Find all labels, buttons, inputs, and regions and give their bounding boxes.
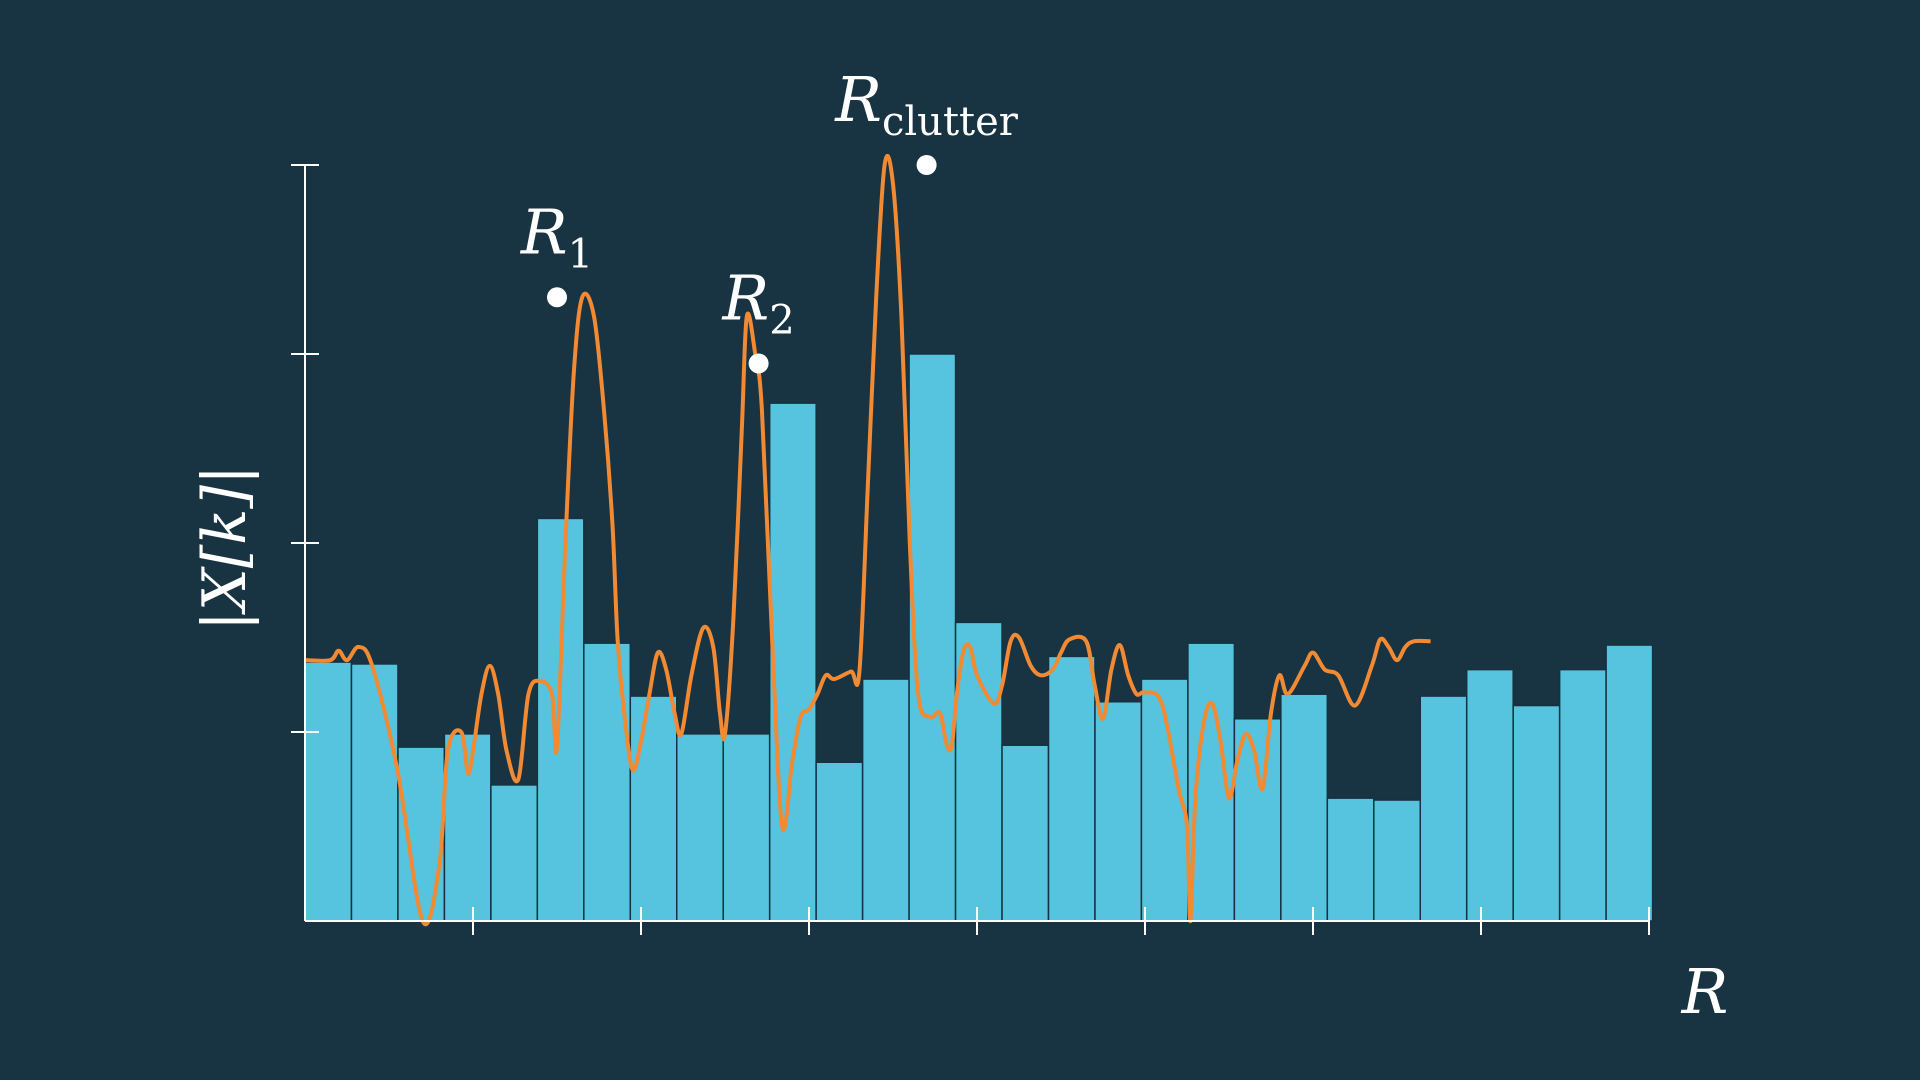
bar-17 — [1047, 655, 1096, 922]
bar-24 — [1373, 799, 1422, 922]
bar-29 — [1605, 644, 1654, 922]
ticks-layer — [291, 164, 1650, 935]
axes-layer — [291, 164, 1650, 935]
peak-marker-1 — [547, 287, 567, 308]
peak-marker-3 — [916, 155, 937, 175]
bar-23 — [1326, 797, 1375, 922]
bar-11 — [768, 402, 817, 922]
peak-label-main: R — [722, 261, 770, 334]
bar-6 — [536, 517, 585, 922]
curve-layer — [304, 154, 1431, 927]
bar-18 — [1094, 701, 1143, 922]
bar-8 — [629, 695, 678, 922]
x-axis-label: R — [1681, 955, 1729, 1028]
bars-layer — [304, 353, 1654, 922]
bar-10 — [722, 733, 771, 922]
bar-2 — [350, 663, 399, 922]
peak-label-main: R — [520, 195, 568, 268]
bar-5 — [490, 784, 539, 922]
bar-7 — [583, 642, 632, 922]
peak-label-sub: 1 — [568, 231, 593, 277]
bar-14 — [908, 353, 957, 922]
y-axis-label: |X[k]| — [190, 465, 260, 631]
bar-15 — [954, 621, 1003, 922]
bar-28 — [1558, 668, 1607, 922]
bar-26 — [1465, 668, 1514, 922]
bar-9 — [676, 733, 724, 922]
peak-marker-2 — [748, 353, 769, 374]
bar-13 — [861, 678, 910, 922]
bar-12 — [815, 761, 864, 922]
bar-16 — [1001, 744, 1050, 922]
bar-27 — [1512, 704, 1561, 922]
bar-25 — [1419, 695, 1468, 922]
peak-label-sub: 2 — [769, 297, 794, 343]
peak-label-1: R1 — [520, 195, 593, 277]
peak-label-sub: clutter — [882, 99, 1019, 145]
magnitude-curve — [304, 154, 1431, 927]
bar-22 — [1280, 693, 1329, 922]
bar-1 — [304, 661, 353, 922]
bar-3 — [397, 746, 446, 922]
peak-label-2: R2 — [722, 261, 795, 343]
markers-layer — [547, 155, 937, 374]
peak-label-3: Rclutter — [834, 63, 1018, 145]
peak-label-main: R — [834, 63, 882, 136]
